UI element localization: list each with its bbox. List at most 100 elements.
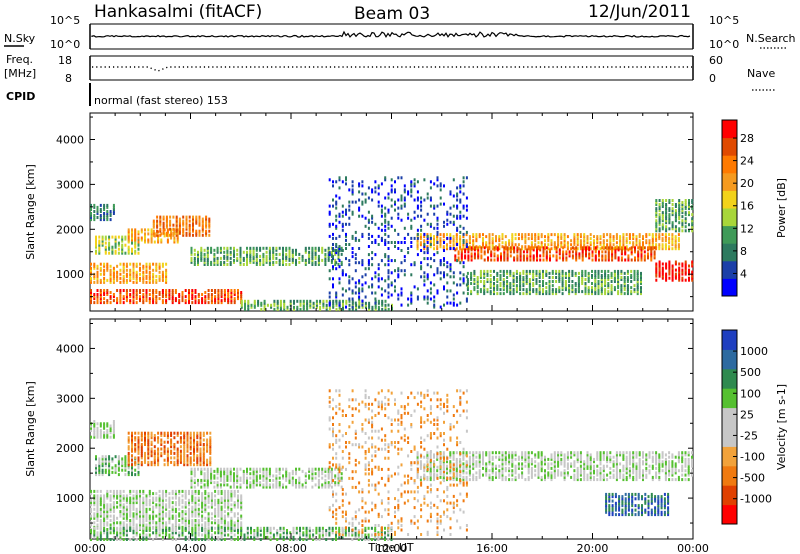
- data-cell: [455, 235, 458, 239]
- data-cell: [196, 443, 199, 446]
- data-cell: [371, 188, 374, 192]
- data-cell: [189, 438, 192, 442]
- data-cell: [116, 492, 119, 496]
- data-cell: [175, 231, 178, 235]
- data-cell: [165, 272, 168, 276]
- data-cell: [148, 489, 151, 493]
- data-cell: [147, 463, 150, 467]
- data-cell: [527, 237, 530, 241]
- data-cell: [203, 472, 206, 476]
- data-cell: [340, 476, 343, 480]
- data-cell: [135, 507, 138, 511]
- data-cell: [454, 248, 457, 252]
- data-cell: [93, 205, 96, 209]
- data-cell: [583, 233, 586, 237]
- data-cell: [109, 214, 112, 217]
- data-cell: [298, 252, 301, 256]
- data-cell: [565, 252, 568, 256]
- data-cell: [324, 254, 327, 258]
- data-cell: [125, 274, 128, 278]
- data-cell: [658, 213, 661, 217]
- data-cell: [598, 254, 600, 258]
- data-cell: [688, 268, 690, 272]
- data-cell: [498, 235, 501, 239]
- data-cell: [623, 276, 626, 279]
- data-cell: [236, 256, 239, 260]
- data-cell: [436, 216, 439, 220]
- data-cell: [106, 301, 109, 305]
- data-cell: [504, 245, 507, 249]
- data-cell: [223, 256, 226, 260]
- data-cell: [367, 226, 370, 230]
- data-cell: [589, 247, 592, 251]
- data-cell: [203, 256, 206, 260]
- data-cell: [665, 215, 668, 219]
- data-cell: [332, 243, 334, 246]
- data-cell: [145, 512, 148, 516]
- data-cell: [135, 494, 138, 498]
- data-cell: [137, 251, 140, 255]
- data-cell: [144, 460, 146, 464]
- data-cell: [216, 481, 219, 485]
- data-cell: [240, 523, 243, 527]
- data-cell: [429, 204, 432, 208]
- data-cell: [489, 282, 492, 285]
- data-cell: [153, 451, 156, 455]
- data-cell: [626, 290, 629, 294]
- data-cell: [337, 256, 340, 260]
- data-cell: [189, 456, 192, 460]
- data-cell: [155, 496, 158, 500]
- data-cell: [681, 276, 684, 280]
- data-cell: [691, 270, 694, 274]
- data-cell: [184, 516, 187, 520]
- data-cell: [681, 205, 684, 208]
- data-cell: [125, 510, 128, 514]
- data-cell: [555, 290, 558, 294]
- data-cell: [348, 303, 351, 307]
- data-cell: [468, 235, 471, 239]
- data-cell: [317, 467, 320, 471]
- data-cell: [255, 472, 258, 476]
- data-cell: [506, 280, 509, 283]
- data-cell: [150, 228, 153, 232]
- data-cell: [99, 203, 102, 207]
- data-cell: [638, 233, 641, 237]
- data-cell: [387, 222, 390, 226]
- data-cell: [476, 282, 479, 285]
- data-cell: [308, 250, 311, 254]
- data-cell: [374, 305, 377, 309]
- data-cell: [174, 510, 177, 514]
- data-cell: [137, 460, 140, 464]
- data-cell: [229, 476, 232, 480]
- data-cell: [140, 449, 143, 453]
- data-cell: [335, 218, 338, 222]
- data-cell: [148, 278, 151, 282]
- data-cell: [98, 466, 101, 470]
- data-cell: [374, 297, 377, 301]
- data-cell: [101, 455, 104, 459]
- data-cell: [536, 248, 538, 252]
- data-cell: [600, 280, 603, 283]
- data-cell: [371, 190, 374, 194]
- data-cell: [532, 274, 535, 277]
- data-cell: [358, 190, 361, 194]
- data-cell: [179, 451, 182, 455]
- data-cell: [99, 489, 102, 493]
- data-cell: [202, 449, 205, 453]
- data-cell: [604, 254, 607, 258]
- data-cell: [581, 252, 584, 256]
- data-cell: [532, 256, 535, 260]
- data-cell: [354, 238, 357, 242]
- data-cell: [328, 212, 331, 216]
- data-cell: [219, 472, 222, 476]
- data-cell: [341, 273, 344, 277]
- data-cell: [252, 258, 255, 262]
- data-cell: [377, 186, 380, 190]
- data-cell: [342, 299, 344, 303]
- data-cell: [90, 270, 92, 274]
- data-cell: [499, 269, 502, 273]
- data-cell: [614, 254, 617, 258]
- data-cell: [324, 485, 327, 489]
- data-cell: [174, 507, 177, 511]
- data-cell: [548, 271, 551, 275]
